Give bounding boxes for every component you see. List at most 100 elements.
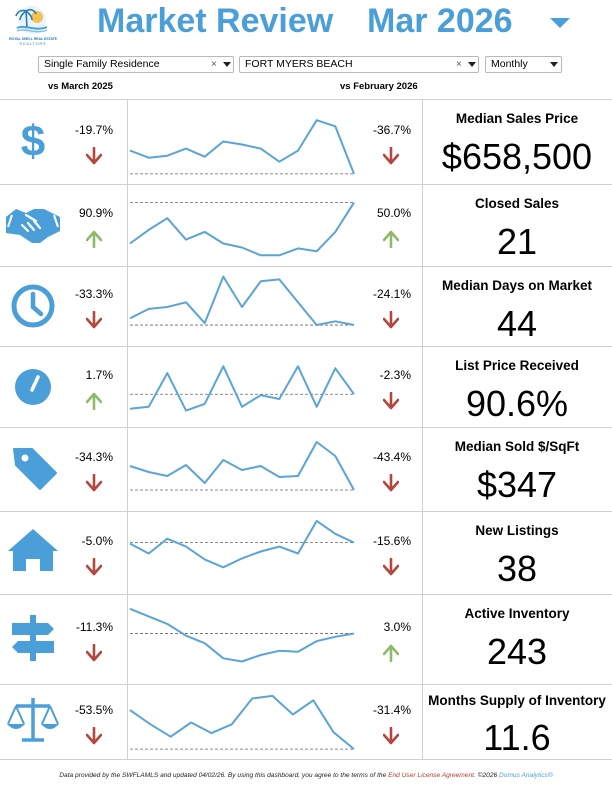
trend-sparkline xyxy=(129,519,355,569)
arrow-down-icon xyxy=(382,726,400,744)
page-title: Market Review xyxy=(97,2,334,40)
dollar-icon: $ xyxy=(4,110,62,170)
metric-value: 11.6 xyxy=(483,717,551,758)
arrow-down-icon xyxy=(382,310,400,329)
trend-sparkline xyxy=(129,441,355,491)
metric-row[interactable]: -53.5% -31.4% Months Supply of Inventory 11… xyxy=(0,685,612,760)
tag-icon xyxy=(4,437,62,497)
yoy-change: -11.3% xyxy=(75,620,113,634)
mom-change: 3.0% xyxy=(383,620,411,634)
trend-line xyxy=(129,519,355,569)
metric-row[interactable]: 1.7% -2.3% List Price Received 90.6% xyxy=(0,347,612,428)
metric-label: Active Inventory xyxy=(464,606,570,621)
trend-sparkline xyxy=(129,119,355,175)
mom-change: -43.4% xyxy=(372,450,411,464)
signpost-icon xyxy=(4,607,62,667)
area-value: FORT MYERS BEACH xyxy=(245,58,353,70)
metric-label: Months Supply of Inventory xyxy=(428,693,606,708)
eula-link[interactable]: End User License Agreement. xyxy=(388,772,476,779)
period-selector-value[interactable]: Mar 2026 xyxy=(367,2,513,40)
handshake-icon xyxy=(4,193,62,253)
yoy-change: -34.3% xyxy=(74,450,113,464)
chevron-down-icon[interactable] xyxy=(468,62,476,67)
trend-sparkline xyxy=(129,202,355,257)
trend-sparkline xyxy=(129,694,355,750)
trend-sparkline xyxy=(129,275,355,326)
metric-label: New Listings xyxy=(475,523,559,538)
area-filter[interactable]: FORT MYERS BEACH × xyxy=(239,56,479,73)
yoy-change: 90.9% xyxy=(78,206,113,220)
metric-value: 38 xyxy=(496,548,538,589)
scale-icon xyxy=(4,690,62,750)
logo-text: ROYAL SHELL REAL ESTATE xyxy=(9,37,57,41)
metric-row[interactable]: 90.9% 50.0% Closed Sales 21 xyxy=(0,185,612,267)
mom-change: -15.6% xyxy=(372,533,411,548)
metric-value: 90.6% xyxy=(465,383,569,424)
metric-label: List Price Received xyxy=(455,358,579,373)
metric-row[interactable]: $ -19.7% -36.7% Median Sales Price $658,500 xyxy=(0,100,612,185)
footer-brand: Domus Analytics® xyxy=(499,772,553,779)
clear-property-type-icon[interactable]: × xyxy=(211,59,217,70)
trend-line xyxy=(129,275,355,326)
footer-copyright: ©2026 xyxy=(475,772,499,779)
row-divider xyxy=(0,759,612,760)
row-divider xyxy=(0,346,612,347)
metric-value: $347 xyxy=(476,464,558,505)
arrow-down-icon xyxy=(85,557,103,575)
yoy-change: 1.7% xyxy=(85,367,113,382)
brand-logo xyxy=(6,4,60,50)
metric-label: Closed Sales xyxy=(474,196,560,211)
yoy-change: -53.5% xyxy=(74,702,113,717)
mom-change: -36.7% xyxy=(372,122,411,137)
row-divider xyxy=(0,184,612,185)
metric-row[interactable]: -11.3% 3.0% Active Inventory 243 xyxy=(0,595,612,685)
mom-change: -24.1% xyxy=(372,287,411,301)
arrow-down-icon xyxy=(382,473,400,492)
metric-value: $658,500 xyxy=(441,136,593,177)
arrow-down-icon xyxy=(85,643,103,662)
yoy-column-header: vs March 2025 xyxy=(48,81,113,92)
row-divider xyxy=(0,511,612,512)
interval-filter[interactable]: Monthly xyxy=(485,56,562,73)
house-icon xyxy=(4,521,62,581)
yoy-change: -19.7% xyxy=(74,122,113,137)
clear-area-icon[interactable]: × xyxy=(456,59,462,70)
interval-value: Monthly xyxy=(491,58,528,70)
metric-value: 243 xyxy=(486,631,548,672)
arrow-up-icon xyxy=(85,230,103,249)
metric-row[interactable]: -33.3% -24.1% Median Days on Market 44 xyxy=(0,267,612,347)
trend-line xyxy=(129,694,355,750)
trend-line xyxy=(129,202,355,257)
mom-change: 50.0% xyxy=(376,206,411,220)
metric-row[interactable]: -5.0% -15.6% New Listings 38 xyxy=(0,512,612,595)
chevron-down-icon[interactable] xyxy=(223,62,231,67)
yoy-change: -33.3% xyxy=(74,287,113,301)
clock-icon xyxy=(4,274,62,334)
mom-column-header: vs February 2026 xyxy=(340,81,418,92)
metric-row[interactable]: -34.3% -43.4% Median Sold $/SqFt $347 xyxy=(0,428,612,512)
trend-sparkline xyxy=(129,365,355,412)
trend-line xyxy=(129,607,355,663)
arrow-up-icon xyxy=(85,392,103,410)
trend-line xyxy=(129,119,355,175)
property-type-filter[interactable]: Single Family Residence × xyxy=(38,56,234,73)
column-divider xyxy=(422,100,423,760)
gauge-icon xyxy=(4,355,62,415)
chevron-down-icon[interactable] xyxy=(550,62,558,67)
svg-text:$: $ xyxy=(21,117,45,166)
row-divider xyxy=(0,266,612,267)
column-divider xyxy=(127,100,128,760)
footer-disclaimer: Data provided by the SWFLAMLS and update… xyxy=(0,772,612,779)
logo-subtext: REALTORS xyxy=(19,42,47,46)
metric-label: Median Sales Price xyxy=(455,111,579,126)
mom-change: -31.4% xyxy=(372,702,411,717)
arrow-down-icon xyxy=(382,557,400,575)
table-top-divider xyxy=(0,99,612,100)
property-type-value: Single Family Residence xyxy=(44,58,160,70)
period-dropdown-icon[interactable] xyxy=(548,16,572,30)
arrow-up-icon xyxy=(382,644,400,663)
metric-value: 21 xyxy=(496,221,538,262)
arrow-down-icon xyxy=(382,146,400,164)
mom-change: -2.3% xyxy=(379,367,411,382)
trend-sparkline xyxy=(129,607,355,663)
